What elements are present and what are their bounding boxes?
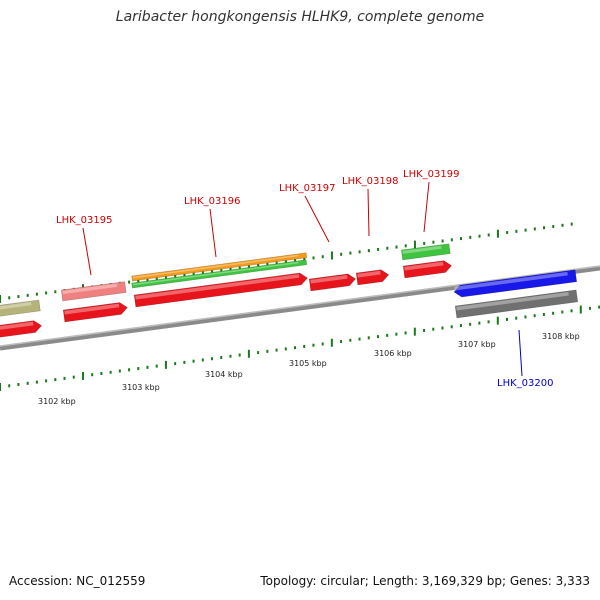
accession-text: Accession: NC_012559 [9,574,146,588]
feature-gray [454,289,579,319]
feature-green [131,259,308,289]
scale-label: 3103 kbp [122,383,160,392]
scale-label: 3106 kbp [374,349,412,358]
feature-orange [131,252,308,282]
leader-line [518,329,523,377]
leader-line [304,195,330,243]
scale-label: 3102 kbp [38,397,76,406]
feature-olive [0,299,41,318]
page-title: Laribacter hongkongensis HLHK9, complete… [115,9,485,25]
scale-label: 3107 kbp [458,340,496,349]
scale-label: 3105 kbp [289,359,327,368]
leader-line [423,181,430,233]
cds-arrow [0,320,43,339]
cds-arrow [62,302,128,323]
labels: LHK_03195 LHK_03196 LHK_03197 LHK_03198 LHK_… [38,169,580,406]
gene-label: LHK_03195 [56,215,112,226]
feature-pink [60,281,127,302]
scale-label: 3104 kbp [205,370,243,379]
leader-line [367,188,370,237]
cds-arrow [133,272,308,308]
cds-arrow [308,273,357,292]
feature-green-short [401,243,451,261]
leader-line [82,227,92,276]
label-leaders [82,181,523,377]
genome-summary-text: Topology: circular; Length: 3,169,329 bp… [260,574,590,588]
gene-label: LHK_03200 [497,378,553,389]
gene-label: LHK_03197 [279,183,335,194]
cds-arrow [402,260,453,279]
backbone-highlight [0,265,600,347]
cds-arrow [355,269,390,286]
gene-label: LHK_03198 [342,176,398,187]
gene-label: LHK_03199 [403,169,459,180]
gene-label: LHK_03196 [184,196,240,207]
leader-line [209,208,217,258]
cds-arrow-reverse [453,269,578,298]
scale-label: 3108 kbp [542,332,580,341]
features [0,243,579,339]
